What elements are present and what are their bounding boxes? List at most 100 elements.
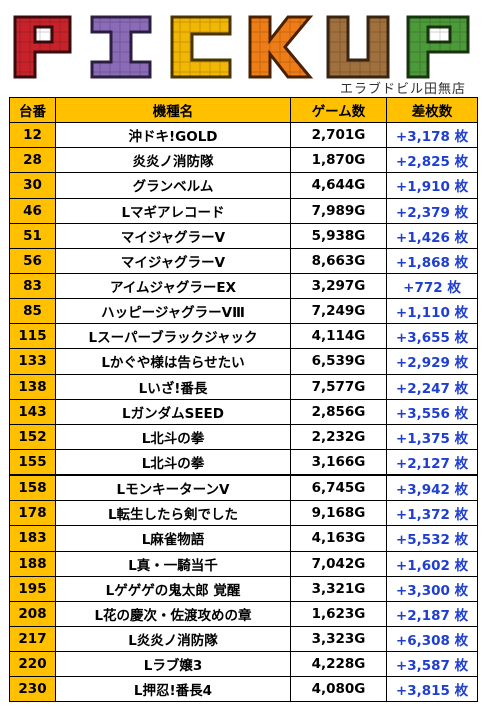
medal-diff: +772 枚 xyxy=(386,272,478,300)
model-name: L炎炎ノ消防隊 xyxy=(55,625,291,653)
medal-diff: +3,556 枚 xyxy=(386,398,478,425)
game-count: 3,323G xyxy=(290,625,387,653)
table-row: 188 L真・一騎当千 7,042G +1,602 枚 xyxy=(9,550,478,577)
medal-diff: +3,300 枚 xyxy=(386,575,478,602)
table-row: 85 ハッピージャグラーVⅢ 7,249G +1,110 枚 xyxy=(9,298,478,325)
model-name: LガンダムSEED xyxy=(55,398,291,425)
game-count: 8,663G xyxy=(290,247,387,274)
medal-diff: +1,868 枚 xyxy=(386,247,478,274)
table-row: 183 L麻雀物語 4,163G +5,532 枚 xyxy=(9,525,478,552)
game-count: 2,232G xyxy=(290,423,387,450)
game-count: 7,249G xyxy=(290,298,387,325)
table-row: 30 グランベルム 4,644G +1,910 枚 xyxy=(9,172,478,199)
medal-diff: +3,178 枚 xyxy=(386,122,478,149)
model-name: L麻雀物語 xyxy=(55,525,291,552)
logo-letter-p xyxy=(13,15,72,79)
table-row: 220 Lラブ嬢3 4,228G +3,587 枚 xyxy=(9,651,478,678)
machine-no: 178 xyxy=(9,500,56,527)
game-count: 7,042G xyxy=(290,550,387,577)
medal-diff: +2,247 枚 xyxy=(386,373,478,400)
machine-no: 46 xyxy=(9,197,56,224)
medal-diff: +1,426 枚 xyxy=(386,222,478,249)
model-name: マイジャグラーV xyxy=(55,247,291,274)
machine-no: 188 xyxy=(9,550,56,577)
model-name: L北斗の拳 xyxy=(55,448,291,476)
medal-diff: +1,110 枚 xyxy=(386,298,478,325)
machine-no: 30 xyxy=(9,172,56,199)
pickup-banner: エラブドビル田無店 xyxy=(0,0,485,97)
medal-diff: +5,532 枚 xyxy=(386,525,478,552)
game-count: 9,168G xyxy=(290,500,387,527)
medal-diff: +6,308 枚 xyxy=(386,625,478,653)
col-header-games: ゲーム数 xyxy=(290,96,387,124)
model-name: Lゲゲゲの鬼太郎 覚醒 xyxy=(55,575,291,602)
machine-no: 83 xyxy=(9,272,56,300)
machine-no: 152 xyxy=(9,423,56,450)
logo-letter-i xyxy=(90,15,152,79)
pickup-table: 台番 機種名 ゲーム数 差枚数 12 沖ドキ!GOLD 2,701G +3,178 枚… xyxy=(9,96,478,703)
col-header-machine-no: 台番 xyxy=(9,96,56,124)
model-name: L花の慶次・佐渡攻めの章 xyxy=(55,600,291,627)
game-count: 2,701G xyxy=(290,122,387,149)
medal-diff: +1,372 枚 xyxy=(386,500,478,527)
logo-letter-k xyxy=(248,15,314,79)
logo-letter-p2 xyxy=(406,15,470,79)
game-count: 4,644G xyxy=(290,172,387,199)
machine-no: 56 xyxy=(9,247,56,274)
game-count: 6,539G xyxy=(290,348,387,375)
model-name: ハッピージャグラーVⅢ xyxy=(55,298,291,325)
model-name: Lマギアレコード xyxy=(55,197,291,224)
machine-no: 12 xyxy=(9,122,56,149)
machine-no: 28 xyxy=(9,147,56,174)
machine-no: 155 xyxy=(9,448,56,476)
medal-diff: +2,187 枚 xyxy=(386,600,478,627)
machine-no: 115 xyxy=(9,323,56,350)
model-name: Lラブ嬢3 xyxy=(55,651,291,678)
machine-no: 158 xyxy=(9,474,56,502)
table-row: 158 LモンキーターンV 6,745G +3,942 枚 xyxy=(9,474,478,502)
model-name: L北斗の拳 xyxy=(55,423,291,450)
model-name: Lいざ!番長 xyxy=(55,373,291,400)
medal-diff: +2,379 枚 xyxy=(386,197,478,224)
machine-no: 51 xyxy=(9,222,56,249)
model-name: Lかぐや様は告らせたい xyxy=(55,348,291,375)
table-row: 12 沖ドキ!GOLD 2,701G +3,178 枚 xyxy=(9,122,478,149)
machine-no: 143 xyxy=(9,398,56,425)
model-name: アイムジャグラーEX xyxy=(55,272,291,300)
store-name: エラブドビル田無店 xyxy=(340,82,467,97)
table-row: 217 L炎炎ノ消防隊 3,323G +6,308 枚 xyxy=(9,625,478,653)
game-count: 2,856G xyxy=(290,398,387,425)
game-count: 7,577G xyxy=(290,373,387,400)
model-name: グランベルム xyxy=(55,172,291,199)
table-row: 155 L北斗の拳 3,166G +2,127 枚 xyxy=(9,448,478,476)
table-header-row: 台番 機種名 ゲーム数 差枚数 xyxy=(9,96,478,124)
table-row: 208 L花の慶次・佐渡攻めの章 1,623G +2,187 枚 xyxy=(9,600,478,627)
table-row: 46 Lマギアレコード 7,989G +2,379 枚 xyxy=(9,197,478,224)
model-name: 沖ドキ!GOLD xyxy=(55,122,291,149)
game-count: 3,166G xyxy=(290,448,387,476)
machine-no: 183 xyxy=(9,525,56,552)
model-name: マイジャグラーV xyxy=(55,222,291,249)
machine-no: 217 xyxy=(9,625,56,653)
table-row: 133 Lかぐや様は告らせたい 6,539G +2,929 枚 xyxy=(9,348,478,375)
game-count: 7,989G xyxy=(290,197,387,224)
game-count: 1,870G xyxy=(290,147,387,174)
machine-no: 195 xyxy=(9,575,56,602)
table-row: 138 Lいざ!番長 7,577G +2,247 枚 xyxy=(9,373,478,400)
model-name: LモンキーターンV xyxy=(55,474,291,502)
game-count: 4,163G xyxy=(290,525,387,552)
table-row: 83 アイムジャグラーEX 3,297G +772 枚 xyxy=(9,272,478,300)
medal-diff: +1,602 枚 xyxy=(386,550,478,577)
table-row: 56 マイジャグラーV 8,663G +1,868 枚 xyxy=(9,247,478,274)
model-name: L真・一騎当千 xyxy=(55,550,291,577)
medal-diff: +3,942 枚 xyxy=(386,474,478,502)
col-header-model: 機種名 xyxy=(55,96,291,124)
table-row: 195 Lゲゲゲの鬼太郎 覚醒 3,321G +3,300 枚 xyxy=(9,575,478,602)
machine-no: 220 xyxy=(9,651,56,678)
machine-no: 230 xyxy=(9,676,56,703)
machine-no: 138 xyxy=(9,373,56,400)
model-name: 炎炎ノ消防隊 xyxy=(55,147,291,174)
game-count: 4,114G xyxy=(290,323,387,350)
medal-diff: +3,587 枚 xyxy=(386,651,478,678)
game-count: 1,623G xyxy=(290,600,387,627)
